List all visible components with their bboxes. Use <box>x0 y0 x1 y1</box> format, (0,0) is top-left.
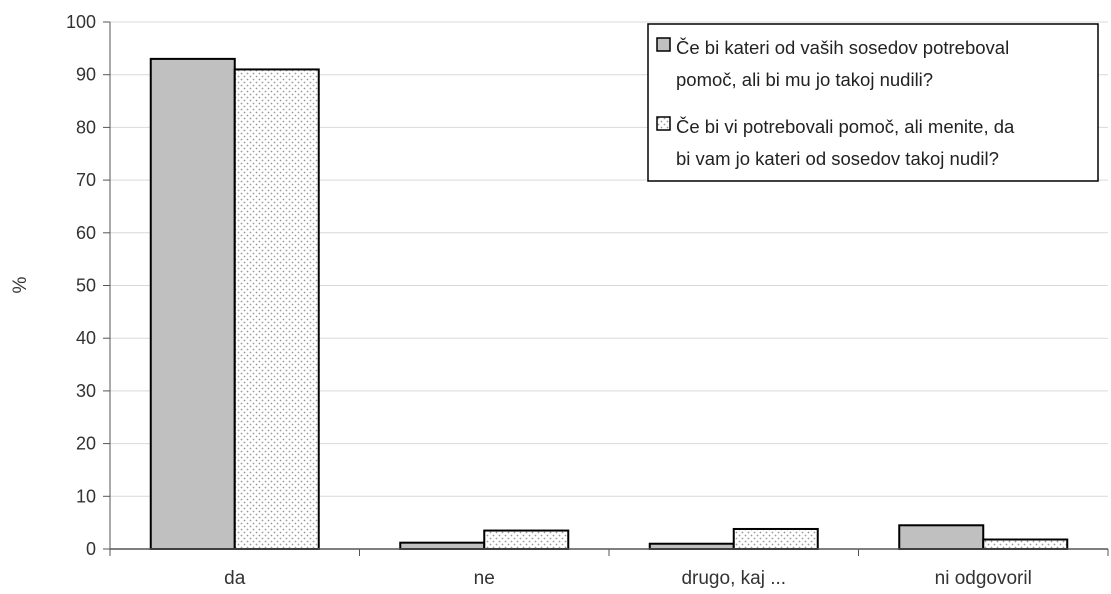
x-axis-ticks: da ne drugo, kaj ... ni odgovoril <box>109 549 1109 589</box>
bar-series-1-3 <box>898 524 985 550</box>
legend: Če bi kateri od vaših sosedov potreboval… <box>647 23 1099 182</box>
legend-swatch-series-1 <box>656 37 671 52</box>
bars <box>149 57 1069 551</box>
legend-label-series-2-line-2: bi vam jo kateri od sosedov takoj nudil? <box>676 148 999 169</box>
y-tick-label: 90 <box>76 65 96 85</box>
legend-box <box>647 23 1099 182</box>
y-tick-label: 80 <box>76 117 96 137</box>
bar-series-2-0 <box>233 68 320 551</box>
bar-series-2-2 <box>732 527 819 550</box>
bar-series-1-0 <box>149 57 236 550</box>
y-axis-ticks: 0 10 20 30 40 50 60 70 80 90 100 <box>66 12 110 559</box>
bar-series-1-1 <box>399 541 486 551</box>
y-tick-label: 70 <box>76 170 96 190</box>
x-tick-label: drugo, kaj ... <box>681 568 786 589</box>
y-axis-label: % <box>10 276 31 293</box>
legend-label-series-1-line-2: pomoč, ali bi mu jo takoj nudili? <box>676 69 933 90</box>
legend-label-series-2-line-1: Če bi vi potrebovali pomoč, ali menite, … <box>676 116 1015 137</box>
legend-swatch-series-2 <box>656 116 671 131</box>
bar-series-2-3 <box>982 538 1069 550</box>
bar-series-2-1 <box>483 529 570 550</box>
x-tick-label: da <box>224 568 246 589</box>
legend-label-series-1-line-1: Če bi kateri od vaših sosedov potreboval <box>676 37 1009 58</box>
y-tick-label: 0 <box>86 539 96 559</box>
y-tick-label: 50 <box>76 276 96 296</box>
x-tick-label: ne <box>474 568 495 589</box>
y-tick-label: 60 <box>76 223 96 243</box>
y-tick-label: 40 <box>76 328 96 348</box>
y-tick-label: 10 <box>76 486 96 506</box>
y-tick-label: 100 <box>66 12 96 32</box>
x-tick-label: ni odgovoril <box>935 568 1032 589</box>
bar-series-1-2 <box>648 542 735 550</box>
y-tick-label: 20 <box>76 434 96 454</box>
y-tick-label: 30 <box>76 381 96 401</box>
